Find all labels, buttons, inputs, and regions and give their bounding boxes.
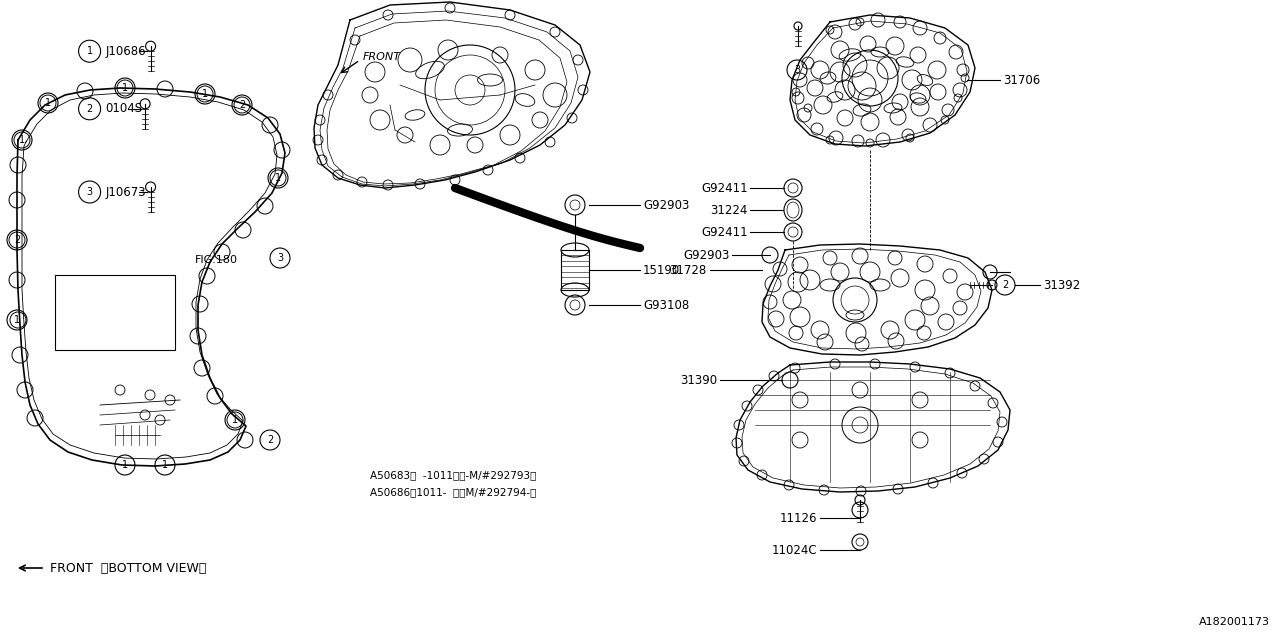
Text: 11126: 11126 [780,511,817,525]
Text: 3: 3 [794,65,800,75]
Text: 15190: 15190 [643,264,680,276]
Text: 3: 3 [87,187,92,197]
Text: G92903: G92903 [643,198,690,211]
Text: A50686〈1011-  〉〈M/#292794-〉: A50686〈1011- 〉〈M/#292794-〉 [370,487,536,497]
Text: 2: 2 [14,235,20,245]
Text: 1: 1 [45,98,51,108]
Text: G92411: G92411 [701,182,748,195]
Text: 31728: 31728 [668,264,707,276]
Text: J10686: J10686 [106,45,146,58]
Text: 0104S: 0104S [106,102,143,115]
Text: FRONT  〈BOTTOM VIEW〉: FRONT 〈BOTTOM VIEW〉 [50,561,206,575]
Text: 1: 1 [14,315,20,325]
Text: 1: 1 [163,460,168,470]
Text: 31392: 31392 [1043,278,1080,291]
Text: 3: 3 [276,253,283,263]
Text: 2: 2 [266,435,273,445]
Text: 31390: 31390 [680,374,717,387]
Text: 11024C: 11024C [772,543,817,557]
Text: 31224: 31224 [710,204,748,216]
Text: 1: 1 [122,83,128,93]
Text: 1: 1 [122,460,128,470]
Text: 1: 1 [202,89,209,99]
Text: FRONT: FRONT [364,52,401,62]
Text: 1: 1 [232,415,238,425]
Bar [561,250,589,290]
Text: 31706: 31706 [1004,74,1041,86]
Text: 1: 1 [87,46,92,56]
Text: 1: 1 [19,135,26,145]
Text: J10673: J10673 [106,186,146,198]
Text: 2: 2 [239,100,246,110]
Text: G92411: G92411 [701,225,748,239]
Text: 2: 2 [1002,280,1009,290]
Text: G92903: G92903 [684,248,730,262]
Text: 2: 2 [87,104,92,114]
Text: A182001173: A182001173 [1199,617,1270,627]
Text: A50683〈  -1011〉〈-M/#292793〉: A50683〈 -1011〉〈-M/#292793〉 [370,470,536,480]
Text: 1: 1 [275,173,282,183]
Text: G93108: G93108 [643,298,689,312]
Bar [55,275,175,350]
Text: FIG.180: FIG.180 [195,255,238,265]
